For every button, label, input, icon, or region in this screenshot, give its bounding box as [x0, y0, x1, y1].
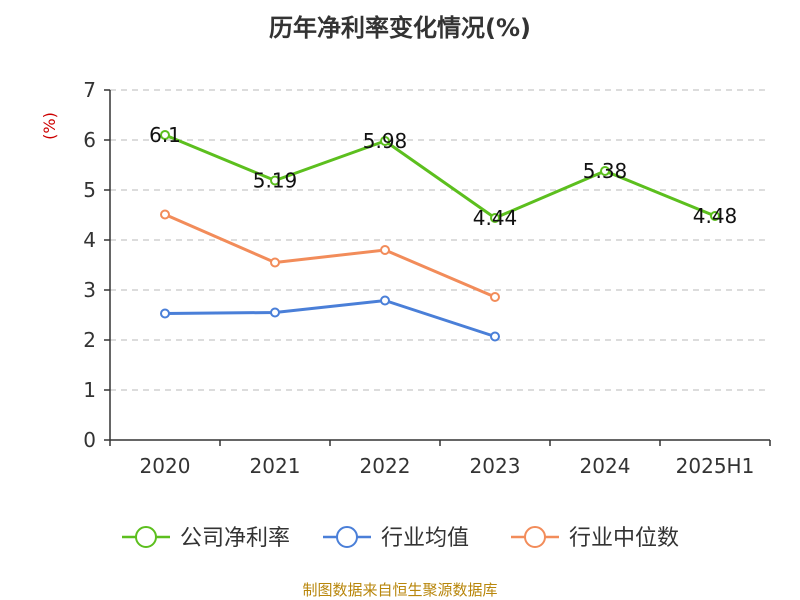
series-line-1 [164, 299, 496, 338]
axes: 0 1 2 3 4 5 6 7 2020 2021 2022 2023 2024 2025H1 [83, 78, 771, 478]
series-line-0 [164, 133, 716, 220]
data-label: 5.19 [253, 169, 298, 193]
data-point [490, 213, 500, 223]
data-point [490, 292, 500, 302]
data-label: 5.38 [583, 159, 628, 183]
x-tick-label: 2021 [250, 454, 301, 478]
legend-marker [524, 526, 546, 548]
legend-marker [336, 526, 358, 548]
x-tick-label: 2024 [580, 454, 631, 478]
data-point [490, 331, 500, 342]
source-note: 制图数据来自恒生聚源数据库 [302, 581, 497, 599]
y-tick-label: 6 [83, 128, 96, 152]
legend-label: 行业均值 [381, 526, 469, 551]
legend-label: 行业中位数 [569, 526, 679, 551]
data-point [600, 166, 610, 176]
series-group [160, 130, 720, 342]
series-line-2 [164, 213, 496, 299]
data-point [160, 130, 170, 140]
legend-marker [135, 526, 157, 548]
y-tick-label: 4 [83, 228, 96, 252]
data-point [710, 211, 720, 221]
data-labels: 6.1 5.19 5.98 4.44 5.38 4.48 [149, 123, 737, 230]
data-point [380, 136, 390, 146]
y-tick-label: 5 [83, 178, 96, 202]
legend-label: 公司净利率 [180, 526, 290, 551]
data-point [160, 308, 170, 319]
grid-lines [110, 89, 770, 391]
data-point [270, 257, 280, 268]
data-point [380, 295, 390, 306]
x-tick-label: 2025H1 [676, 454, 755, 478]
y-tick-label: 1 [83, 378, 96, 402]
legend-item: 行业均值 [323, 526, 469, 551]
y-axis-label: (%) [40, 112, 59, 140]
chart-title: 历年净利率变化情况(%) [269, 14, 531, 42]
data-label: 4.44 [473, 206, 518, 230]
data-point [380, 245, 390, 255]
data-point [270, 175, 280, 186]
data-point [160, 209, 170, 220]
x-tick-label: 2023 [470, 454, 521, 478]
data-label: 5.98 [363, 129, 408, 153]
legend-item: 行业中位数 [511, 526, 679, 551]
data-label: 4.48 [693, 204, 738, 228]
y-tick-label: 3 [83, 278, 96, 302]
x-tick-label: 2020 [140, 454, 191, 478]
legend: 公司净利率 行业均值 行业中位数 [122, 526, 679, 551]
data-label: 6.1 [149, 123, 181, 147]
y-tick-label: 0 [83, 428, 96, 452]
legend-item: 公司净利率 [122, 526, 290, 551]
x-tick-label: 2022 [360, 454, 411, 478]
y-tick-label: 2 [83, 328, 96, 352]
y-tick-label: 7 [83, 78, 96, 102]
data-point [270, 307, 280, 318]
